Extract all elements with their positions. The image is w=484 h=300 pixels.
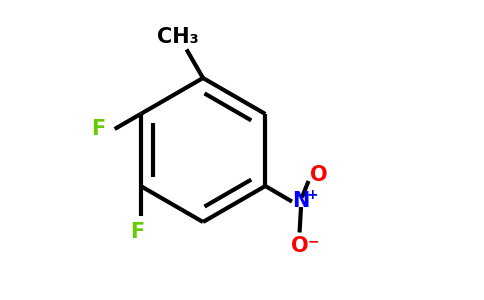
Text: −: −: [307, 235, 319, 248]
Text: CH₃: CH₃: [157, 27, 198, 47]
Text: F: F: [131, 223, 145, 242]
Text: F: F: [91, 119, 106, 139]
Text: O: O: [291, 236, 309, 256]
Text: N: N: [292, 191, 310, 211]
Text: O: O: [310, 165, 328, 185]
Text: +: +: [307, 188, 318, 202]
